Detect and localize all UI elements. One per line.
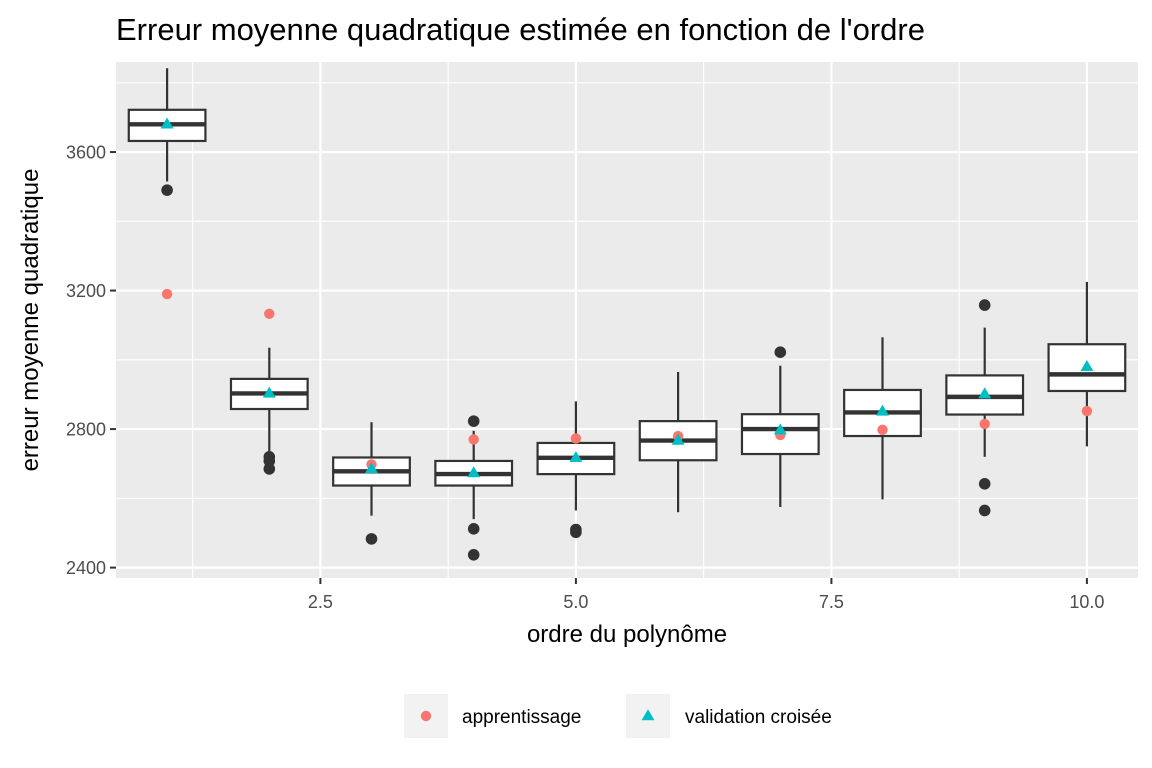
point-validation-croisee [1080,359,1094,371]
outlier-point [978,478,991,490]
point-apprentissage [1081,405,1093,417]
point-apprentissage [161,288,173,300]
point-validation-croisee [160,117,174,129]
legend: apprentissage validation croisée [404,694,832,738]
outlier-point [570,526,582,539]
boxplot [945,299,1025,517]
point-apprentissage [979,418,990,430]
x-tick-label: 10.0 [1069,592,1104,612]
point-validation-croisee [773,423,787,435]
chart-title: Erreur moyenne quadratique estimée en fo… [116,12,925,47]
y-tick-label: 2400 [66,558,106,578]
point-apprentissage [877,424,888,435]
x-tick-label: 7.5 [819,592,844,612]
outlier-point [467,548,480,561]
y-tick-label: 2800 [66,420,106,440]
series-points [160,117,1094,478]
legend-circle-marker [420,710,432,722]
point-apprentissage [264,308,275,319]
point-validation-croisee [978,387,992,399]
legend-item: apprentissage [404,694,581,738]
point-validation-croisee [262,386,276,398]
point-validation-croisee [365,462,378,474]
point-validation-croisee [569,451,583,463]
x-tick-label: 5.0 [563,592,588,612]
point-validation-croisee [467,466,481,478]
outlier-point [365,533,378,545]
y-axis: 2400 2800 3200 3600 [66,143,116,578]
y-tick-label: 3200 [66,281,106,301]
y-tick-label: 3600 [66,143,106,163]
y-axis-title: erreur moyenne quadratique [17,169,44,472]
series-validation-croisee [160,117,1094,478]
legend-label: validation croisée [685,707,832,728]
legend-item: validation croisée [626,694,832,738]
plot-panel [116,62,1138,578]
point-validation-croisee [671,433,685,445]
outlier-point [263,455,276,467]
x-axis: 2.5 5.0 7.5 10.0 [308,578,1104,612]
outlier-point [467,523,480,535]
outlier-point [774,346,787,359]
legend-label: apprentissage [462,707,581,728]
x-tick-label: 2.5 [308,592,333,612]
minor-gridlines [116,62,1138,578]
point-apprentissage [570,433,582,444]
boxplot [434,415,514,561]
outlier-point [263,463,276,475]
outlier-point [978,299,991,311]
point-validation-croisee [876,404,889,416]
point-apprentissage [468,434,479,445]
box-iqr [740,413,820,456]
x-axis-title: ordre du polynôme [527,621,727,648]
outlier-point [161,184,173,196]
legend-triangle-marker [641,709,655,721]
outlier-point [467,415,480,427]
outlier-point [978,504,991,517]
